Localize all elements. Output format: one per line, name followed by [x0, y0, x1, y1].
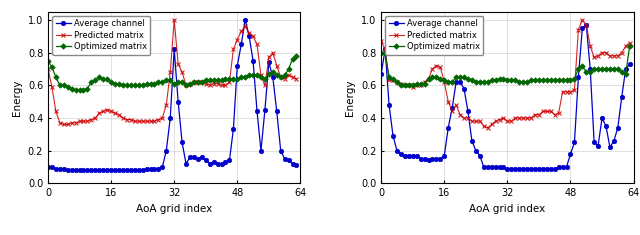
Average channel: [210, 161, 218, 164]
Predicted matrix: [543, 110, 550, 113]
Predicted matrix: [579, 19, 586, 21]
Predicted matrix: [44, 67, 52, 70]
Predicted matrix: [190, 81, 198, 83]
Average channel: [480, 165, 488, 168]
Optimized matrix: [504, 79, 511, 82]
X-axis label: AoA grid index: AoA grid index: [136, 204, 212, 214]
Predicted matrix: [378, 40, 385, 43]
Predicted matrix: [210, 82, 218, 85]
Optimized matrix: [206, 79, 214, 82]
Optimized matrix: [543, 79, 550, 82]
Optimized matrix: [44, 59, 52, 62]
Optimized matrix: [150, 82, 158, 85]
Average channel: [170, 48, 178, 51]
Predicted matrix: [150, 120, 158, 123]
Optimized matrix: [170, 82, 178, 85]
Average channel: [378, 72, 385, 75]
Predicted matrix: [539, 110, 547, 113]
Predicted matrix: [60, 123, 68, 126]
Optimized matrix: [292, 55, 300, 57]
Predicted matrix: [214, 82, 221, 85]
Predicted matrix: [79, 120, 87, 123]
Average channel: [64, 169, 72, 172]
Predicted matrix: [626, 41, 634, 44]
Predicted matrix: [480, 125, 488, 128]
Line: Average channel: Average channel: [379, 23, 632, 171]
Line: Average channel: Average channel: [46, 18, 299, 172]
Average channel: [504, 167, 511, 170]
Optimized matrix: [186, 82, 194, 85]
Optimized matrix: [378, 51, 385, 54]
Average channel: [186, 156, 194, 159]
Average channel: [543, 167, 550, 170]
Average channel: [539, 167, 547, 170]
Predicted matrix: [484, 126, 492, 129]
Optimized matrix: [626, 45, 634, 47]
Average channel: [292, 164, 300, 167]
Optimized matrix: [484, 81, 492, 83]
Optimized matrix: [79, 89, 87, 92]
X-axis label: AoA grid index: AoA grid index: [469, 204, 545, 214]
Optimized matrix: [413, 82, 420, 85]
Optimized matrix: [210, 79, 218, 82]
Average channel: [626, 63, 634, 65]
Average channel: [500, 165, 508, 168]
Average channel: [409, 154, 417, 157]
Line: Predicted matrix: Predicted matrix: [379, 17, 632, 130]
Predicted matrix: [292, 77, 300, 80]
Predicted matrix: [519, 117, 527, 119]
Legend: Average channel, Predicted matrix, Optimized matrix: Average channel, Predicted matrix, Optim…: [385, 16, 483, 55]
Average channel: [79, 169, 87, 172]
Average channel: [519, 167, 527, 170]
Line: Optimized matrix: Optimized matrix: [380, 44, 632, 87]
Optimized matrix: [519, 81, 527, 83]
Average channel: [44, 165, 52, 168]
Line: Optimized matrix: Optimized matrix: [46, 54, 298, 92]
Optimized matrix: [539, 79, 547, 82]
Optimized matrix: [72, 89, 79, 92]
Average channel: [206, 162, 214, 165]
Legend: Average channel, Predicted matrix, Optimized matrix: Average channel, Predicted matrix, Optim…: [52, 16, 150, 55]
Average channel: [582, 24, 590, 26]
Average channel: [241, 19, 249, 21]
Optimized matrix: [397, 84, 404, 87]
Average channel: [150, 167, 158, 170]
Y-axis label: Energy: Energy: [12, 79, 22, 116]
Predicted matrix: [174, 63, 182, 65]
Predicted matrix: [504, 120, 511, 123]
Predicted matrix: [170, 19, 178, 21]
Predicted matrix: [409, 86, 417, 88]
Y-axis label: Energy: Energy: [346, 79, 355, 116]
Line: Predicted matrix: Predicted matrix: [45, 17, 299, 127]
